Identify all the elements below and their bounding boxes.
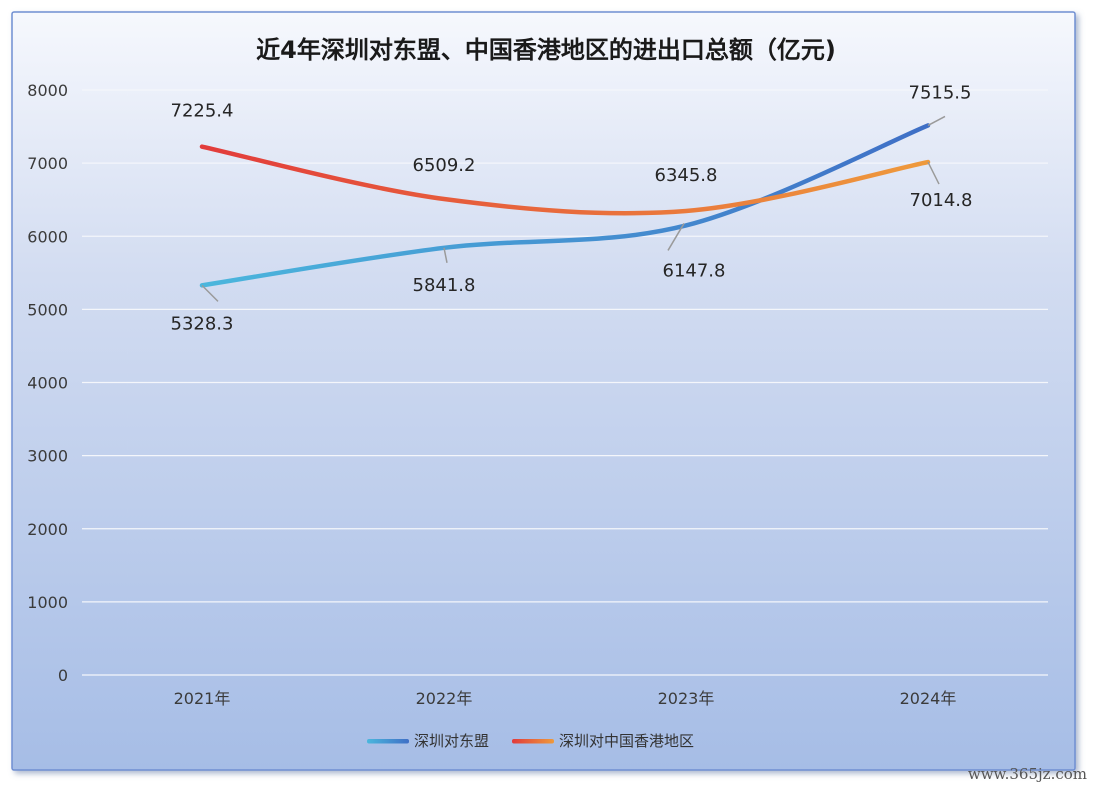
data-label-asean: 7515.5 — [909, 82, 972, 103]
watermark-text: www.365jz.com — [968, 765, 1087, 783]
data-label-hongkong: 6345.8 — [655, 165, 718, 186]
legend: 深圳对东盟 深圳对中国香港地区 — [367, 732, 694, 750]
y-tick-label: 6000 — [27, 227, 68, 246]
y-tick-label: 1000 — [27, 593, 68, 612]
chart-title: 近4年深圳对东盟、中国香港地区的进出口总额（亿元) — [256, 36, 836, 64]
label-leader-line — [667, 223, 685, 251]
y-tick-label: 4000 — [27, 374, 68, 393]
series-line-asean — [199, 123, 931, 288]
x-tick-label: 2023年 — [658, 689, 715, 708]
label-leader-line — [927, 161, 940, 185]
chart-title-suffix: 年深圳对东盟、中国香港地区的进出口总额（亿元) — [297, 36, 836, 64]
label-leaders — [201, 115, 946, 302]
data-label-hongkong: 6509.2 — [413, 155, 476, 176]
data-labels: 5328.3 5841.8 6147.8 7515.5 7225.4 6509.2 6345… — [171, 82, 973, 334]
series-line-hongkong — [199, 144, 931, 216]
data-label-asean: 5328.3 — [171, 313, 234, 334]
x-tick-label: 2022年 — [416, 689, 473, 708]
y-tick-label: 2000 — [27, 520, 68, 539]
x-tick-label: 2024年 — [900, 689, 957, 708]
label-leader-line — [201, 284, 219, 302]
y-axis-ticks: 0 1000 2000 3000 4000 5000 6000 7000 8000 — [27, 81, 68, 685]
chart-title-number: 4 — [280, 36, 297, 64]
legend-swatch-asean — [367, 739, 409, 744]
x-axis-ticks: 2021年 2022年 2023年 2024年 — [174, 689, 957, 708]
label-leader-line — [443, 247, 448, 263]
y-tick-label: 5000 — [27, 300, 68, 319]
y-tick-label: 0 — [58, 666, 68, 685]
legend-swatch-hongkong — [512, 739, 554, 744]
chart-title-prefix: 近 — [256, 36, 280, 64]
chart-panel — [11, 11, 1076, 771]
label-leader-line — [927, 115, 946, 127]
data-label-asean: 6147.8 — [663, 260, 726, 281]
data-label-hongkong: 7225.4 — [171, 101, 234, 122]
series-lines — [199, 123, 931, 288]
y-tick-label: 3000 — [27, 447, 68, 466]
gridlines — [82, 89, 1048, 676]
data-label-hongkong: 7014.8 — [910, 190, 973, 211]
y-tick-label: 7000 — [27, 154, 68, 173]
data-label-asean: 5841.8 — [413, 275, 476, 296]
y-tick-label: 8000 — [27, 81, 68, 100]
legend-label-hongkong: 深圳对中国香港地区 — [559, 732, 694, 750]
x-tick-label: 2021年 — [174, 689, 231, 708]
legend-label-asean: 深圳对东盟 — [414, 732, 489, 750]
